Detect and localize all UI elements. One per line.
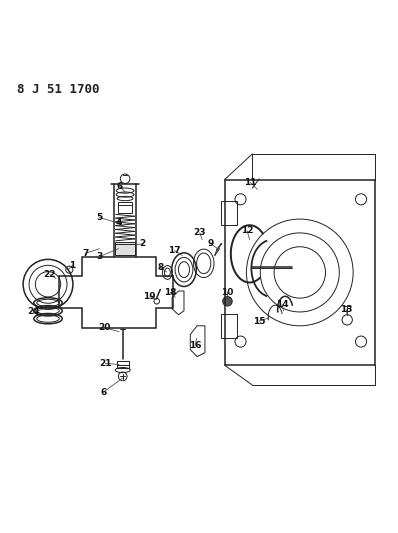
Text: 5: 5 bbox=[96, 213, 103, 222]
Text: 18: 18 bbox=[164, 288, 177, 297]
Text: 19: 19 bbox=[143, 292, 156, 301]
Text: 8: 8 bbox=[157, 263, 164, 272]
Text: 13: 13 bbox=[340, 305, 352, 314]
Text: 12: 12 bbox=[241, 227, 254, 236]
Text: 2: 2 bbox=[139, 239, 146, 248]
Text: 23: 23 bbox=[193, 229, 206, 237]
Circle shape bbox=[223, 296, 232, 306]
Text: 15: 15 bbox=[253, 317, 265, 326]
Bar bbox=[221, 201, 236, 225]
Text: 24: 24 bbox=[27, 308, 40, 317]
Text: 14: 14 bbox=[276, 300, 288, 309]
Text: 3: 3 bbox=[96, 252, 103, 261]
Text: 1: 1 bbox=[69, 261, 76, 270]
Text: 21: 21 bbox=[99, 359, 111, 368]
Text: 4: 4 bbox=[115, 218, 121, 227]
Text: 6: 6 bbox=[100, 387, 107, 397]
Text: 20: 20 bbox=[99, 323, 111, 332]
Text: 8 J 51 1700: 8 J 51 1700 bbox=[17, 83, 100, 96]
Bar bbox=[118, 203, 132, 213]
Bar bbox=[221, 314, 236, 337]
Text: 6: 6 bbox=[117, 182, 123, 191]
Text: 11: 11 bbox=[244, 178, 257, 187]
Bar bbox=[117, 361, 129, 368]
Text: 10: 10 bbox=[221, 288, 234, 297]
Text: 9: 9 bbox=[208, 239, 214, 248]
Text: 16: 16 bbox=[189, 341, 201, 350]
Bar bbox=[115, 242, 135, 255]
Text: 22: 22 bbox=[43, 270, 56, 279]
Text: 7: 7 bbox=[82, 249, 88, 258]
Text: 17: 17 bbox=[168, 246, 181, 255]
